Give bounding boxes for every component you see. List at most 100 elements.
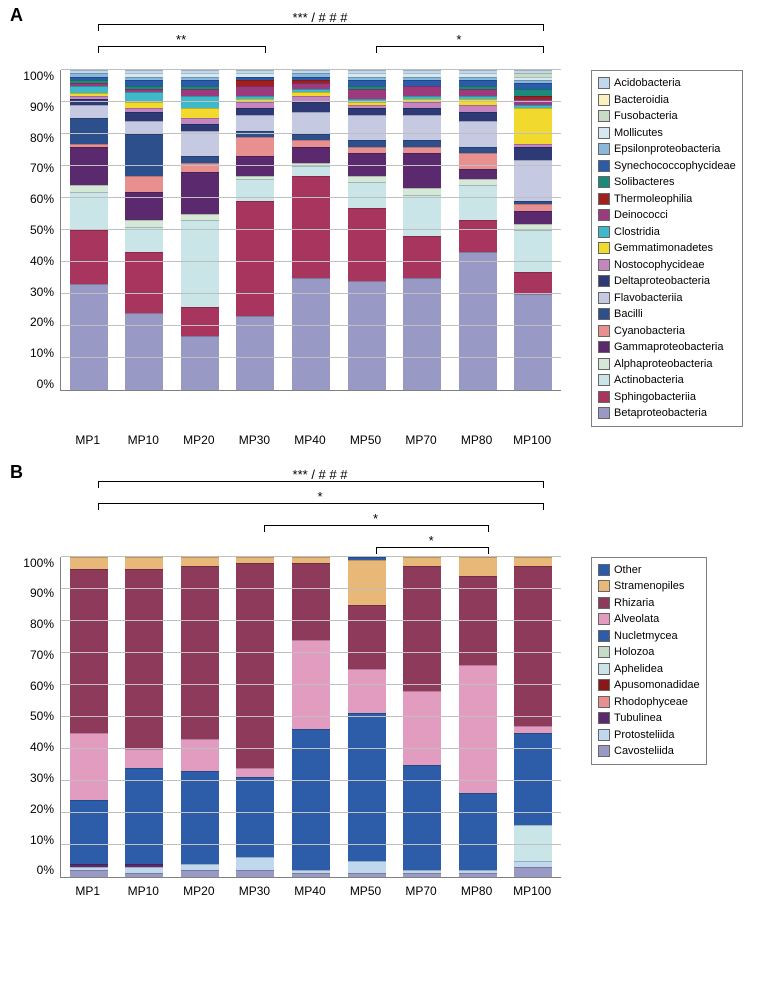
bar-segment [70, 230, 108, 284]
legend-item: Tubulinea [598, 710, 700, 727]
y-tick: 80% [10, 132, 54, 144]
legend-swatch [598, 292, 610, 304]
legend-item: Flavobacteriia [598, 290, 736, 307]
bar-segment [70, 870, 108, 876]
panel-a-legend: AcidobacteriaBacteroidiaFusobacteriaMoll… [591, 70, 743, 427]
legend-label: Synechococcophycideae [614, 158, 736, 175]
bar-segment [292, 112, 330, 134]
bar-segment [292, 278, 330, 390]
panel-a-plot [60, 70, 561, 391]
legend-item: Gemmatimonadetes [598, 240, 736, 257]
x-tick: MP70 [402, 884, 440, 898]
bar-segment [403, 691, 441, 765]
panel-b-sig: *** / # # #*** [70, 467, 570, 557]
legend-item: Cavosteliida [598, 743, 700, 760]
legend-swatch [598, 242, 610, 254]
legend-swatch [598, 325, 610, 337]
y-tick: 100% [10, 70, 54, 82]
x-tick: MP1 [69, 433, 107, 447]
legend-swatch [598, 729, 610, 741]
legend-label: Alphaproteobacteria [614, 356, 712, 373]
bar-segment [514, 557, 552, 567]
bar-segment [181, 566, 219, 739]
x-tick: MP70 [402, 433, 440, 447]
bar-segment [125, 873, 163, 876]
legend-swatch [598, 679, 610, 691]
stacked-bar [181, 557, 219, 877]
stacked-bar [292, 557, 330, 877]
bar-segment [125, 768, 163, 864]
bar-segment [181, 131, 219, 157]
legend-label: Mollicutes [614, 125, 663, 142]
legend-swatch [598, 110, 610, 122]
bar-segment [125, 227, 163, 253]
legend-swatch [598, 94, 610, 106]
grid-line [61, 229, 561, 230]
x-tick: MP50 [347, 433, 385, 447]
y-tick: 30% [10, 772, 54, 784]
bar-segment [459, 121, 497, 147]
legend-item: Synechococcophycideae [598, 158, 736, 175]
legend-item: Bacteroidia [598, 92, 736, 109]
sig-bracket [98, 46, 267, 53]
panel-b: B *** / # # #*** 0%10%20%30%40%50%60%70%… [10, 467, 766, 898]
legend-swatch [598, 745, 610, 757]
legend-item: Epsilonproteobacteria [598, 141, 736, 158]
bar-segment [125, 557, 163, 570]
bar-segment [125, 112, 163, 122]
sig-bracket [376, 46, 545, 53]
legend-swatch [598, 597, 610, 609]
y-tick: 60% [10, 680, 54, 692]
grid-line [61, 620, 561, 621]
bar-segment [459, 793, 497, 870]
bar-segment [236, 563, 274, 768]
bar-segment [348, 560, 386, 605]
legend-label: Stramenopiles [614, 578, 684, 595]
sig-bracket [376, 547, 489, 554]
stacked-bar [459, 70, 497, 390]
sig-label: *** / # # # [293, 467, 348, 482]
bar-segment [125, 749, 163, 768]
bar-segment [403, 195, 441, 237]
stacked-bar [292, 70, 330, 390]
bar-segment [125, 569, 163, 748]
panel-a-label: A [10, 5, 23, 26]
grid-line [61, 325, 561, 326]
legend-item: Other [598, 562, 700, 579]
legend-swatch [598, 391, 610, 403]
legend-label: Other [614, 562, 642, 579]
bar-segment [292, 102, 330, 112]
sig-label: * [373, 511, 378, 526]
stacked-bar [403, 557, 441, 877]
bar-segment [181, 739, 219, 771]
stacked-bar [348, 70, 386, 390]
legend-swatch [598, 275, 610, 287]
legend-label: Betaproteobacteria [614, 405, 707, 422]
sig-label: ** [176, 32, 186, 47]
bar-segment [125, 176, 163, 192]
y-tick: 60% [10, 193, 54, 205]
grid-line [61, 69, 561, 70]
y-tick: 80% [10, 618, 54, 630]
legend-label: Bacilli [614, 306, 643, 323]
legend-swatch [598, 564, 610, 576]
legend-item: Gammaproteobacteria [598, 339, 736, 356]
x-tick: MP100 [513, 433, 551, 447]
legend-item: Holozoa [598, 644, 700, 661]
legend-swatch [598, 176, 610, 188]
grid-line [61, 556, 561, 557]
legend-swatch [598, 127, 610, 139]
bar-segment [70, 284, 108, 390]
bar-segment [403, 278, 441, 390]
legend-item: Fusobacteria [598, 108, 736, 125]
y-tick: 70% [10, 649, 54, 661]
sig-bracket [264, 525, 488, 532]
legend-item: Nostocophycideae [598, 257, 736, 274]
bar-segment [459, 665, 497, 793]
legend-swatch [598, 374, 610, 386]
grid-line [61, 293, 561, 294]
sig-bracket [98, 481, 544, 488]
legend-label: Rhizaria [614, 595, 654, 612]
bar-segment [125, 134, 163, 176]
panel-b-plot [60, 557, 561, 878]
